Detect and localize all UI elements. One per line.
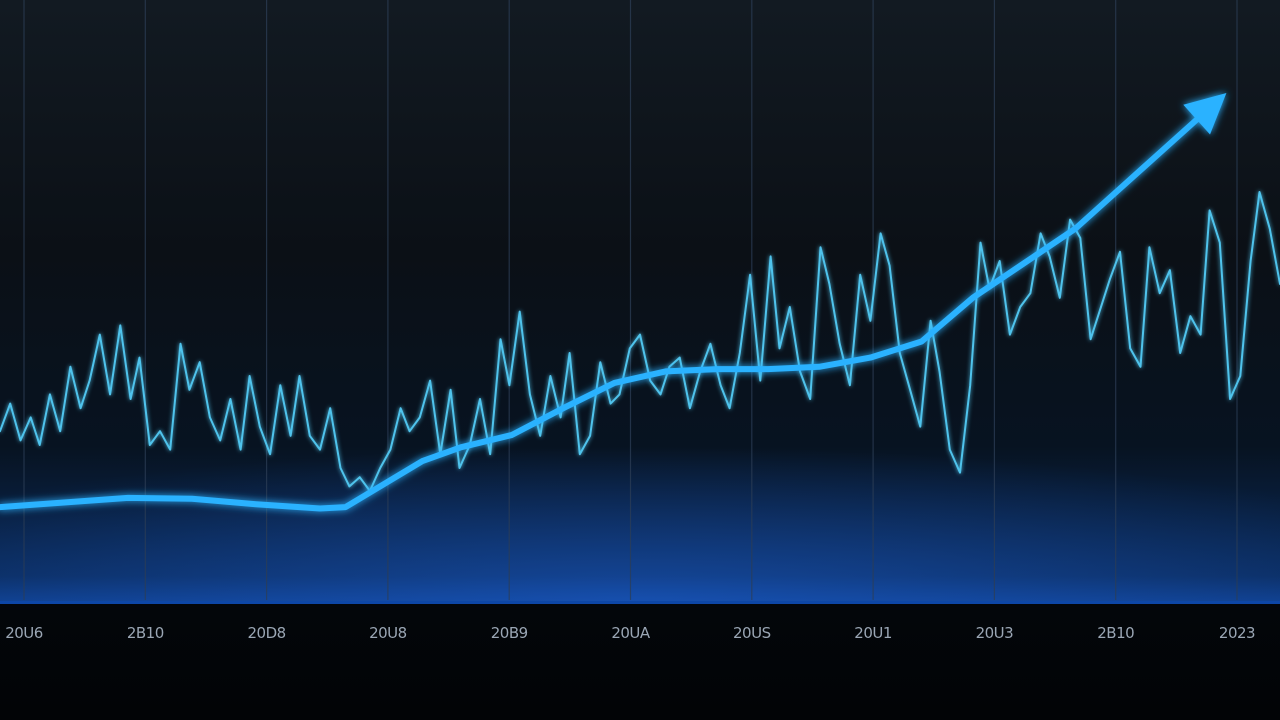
- x-tick-label: 2B10: [1097, 624, 1134, 642]
- gridlines: [23, 0, 1238, 600]
- axis-baseline: [0, 601, 1280, 604]
- x-tick-label: 20B9: [491, 624, 528, 642]
- x-tick-label: 20US: [733, 624, 771, 642]
- x-tick-label: 2023: [1219, 624, 1255, 642]
- volatile-line: [0, 191, 1280, 492]
- x-tick-label: 20U3: [976, 624, 1014, 642]
- trend-line: [0, 99, 1219, 512]
- floor-glow: [0, 380, 1280, 602]
- x-axis-labels: 20U6 2B10 20D8 20U8 20B9 20UA 20US 20U1 20U3 2B10…: [5, 624, 1255, 642]
- x-tick-label: 20U1: [854, 624, 892, 642]
- x-tick-label: 20U6: [5, 624, 43, 642]
- trend-arrowhead: [1183, 92, 1227, 135]
- x-tick-label: 20UA: [611, 624, 651, 642]
- x-tick-label: 20D8: [248, 624, 286, 642]
- series-group: [0, 92, 1280, 512]
- x-tick-label: 20U8: [369, 624, 407, 642]
- x-tick-label: 2B10: [127, 624, 164, 642]
